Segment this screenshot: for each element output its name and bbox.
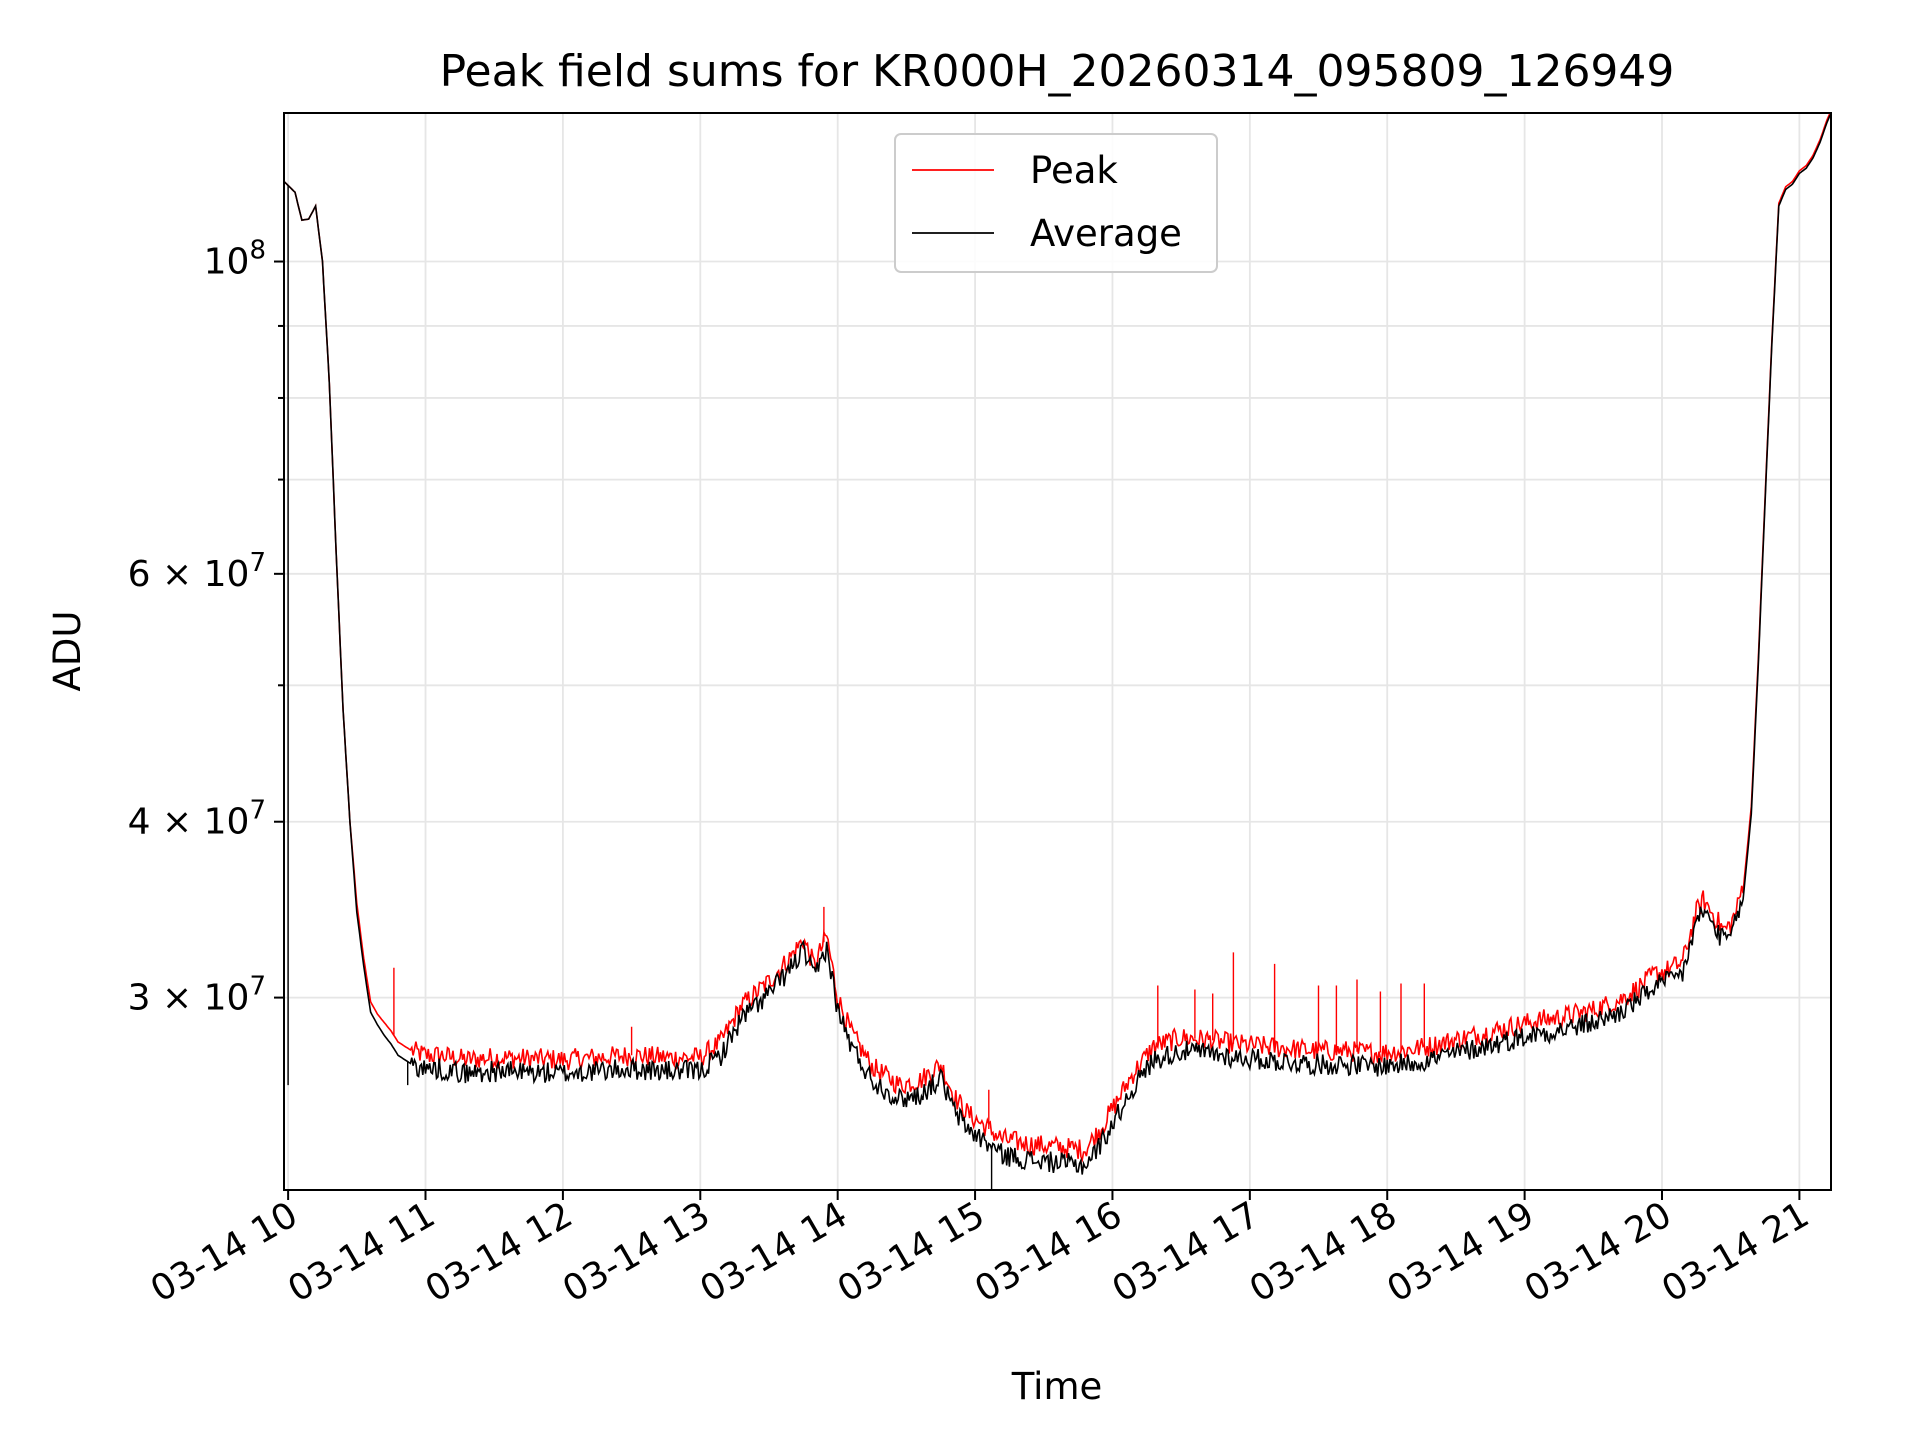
x-tick-label: 03-14 14 [694,1194,855,1310]
legend: Peak Average [894,133,1218,273]
y-tick-label: 3 × 107 [128,972,266,1019]
series-spikes-average [287,185,993,1189]
y-tick-label: 4 × 107 [128,796,266,843]
x-tick-label: 03-14 21 [1655,1194,1816,1310]
y-tick-label: 108 [204,236,266,283]
y-tick-label: 6 × 107 [128,548,266,595]
x-tick-label: 03-14 15 [831,1194,992,1310]
grid [284,113,1831,1190]
x-tick-label: 03-14 19 [1380,1194,1541,1310]
x-tick-label: 03-14 18 [1243,1194,1404,1310]
series-line-average [283,113,1832,1175]
x-tick-label: 03-14 20 [1518,1194,1679,1310]
series-layer [283,113,1832,1189]
x-tick-label: 03-14 16 [968,1194,1129,1310]
plot-frame [283,112,1832,1191]
legend-label-average: Average [1030,212,1182,255]
x-tick-label: 03-14 13 [556,1194,717,1310]
y-axis-label: ADU [46,611,89,692]
y-axis: 3 × 107 4 × 107 6 × 107 108 [128,236,284,1019]
x-tick-label: 03-14 12 [419,1194,580,1310]
x-axis-label: Time [1011,1365,1103,1408]
x-tick-label: 03-14 17 [1106,1194,1267,1310]
legend-label-peak: Peak [1030,149,1118,192]
x-tick-label: 03-14 10 [144,1194,305,1310]
series-line-peak [283,113,1831,1163]
x-tick-label: 03-14 11 [281,1194,442,1310]
chart-title: Peak field sums for KR000H_20260314_0958… [440,46,1675,97]
series-spikes-peak [393,906,1425,1129]
legend-box [894,133,1218,273]
